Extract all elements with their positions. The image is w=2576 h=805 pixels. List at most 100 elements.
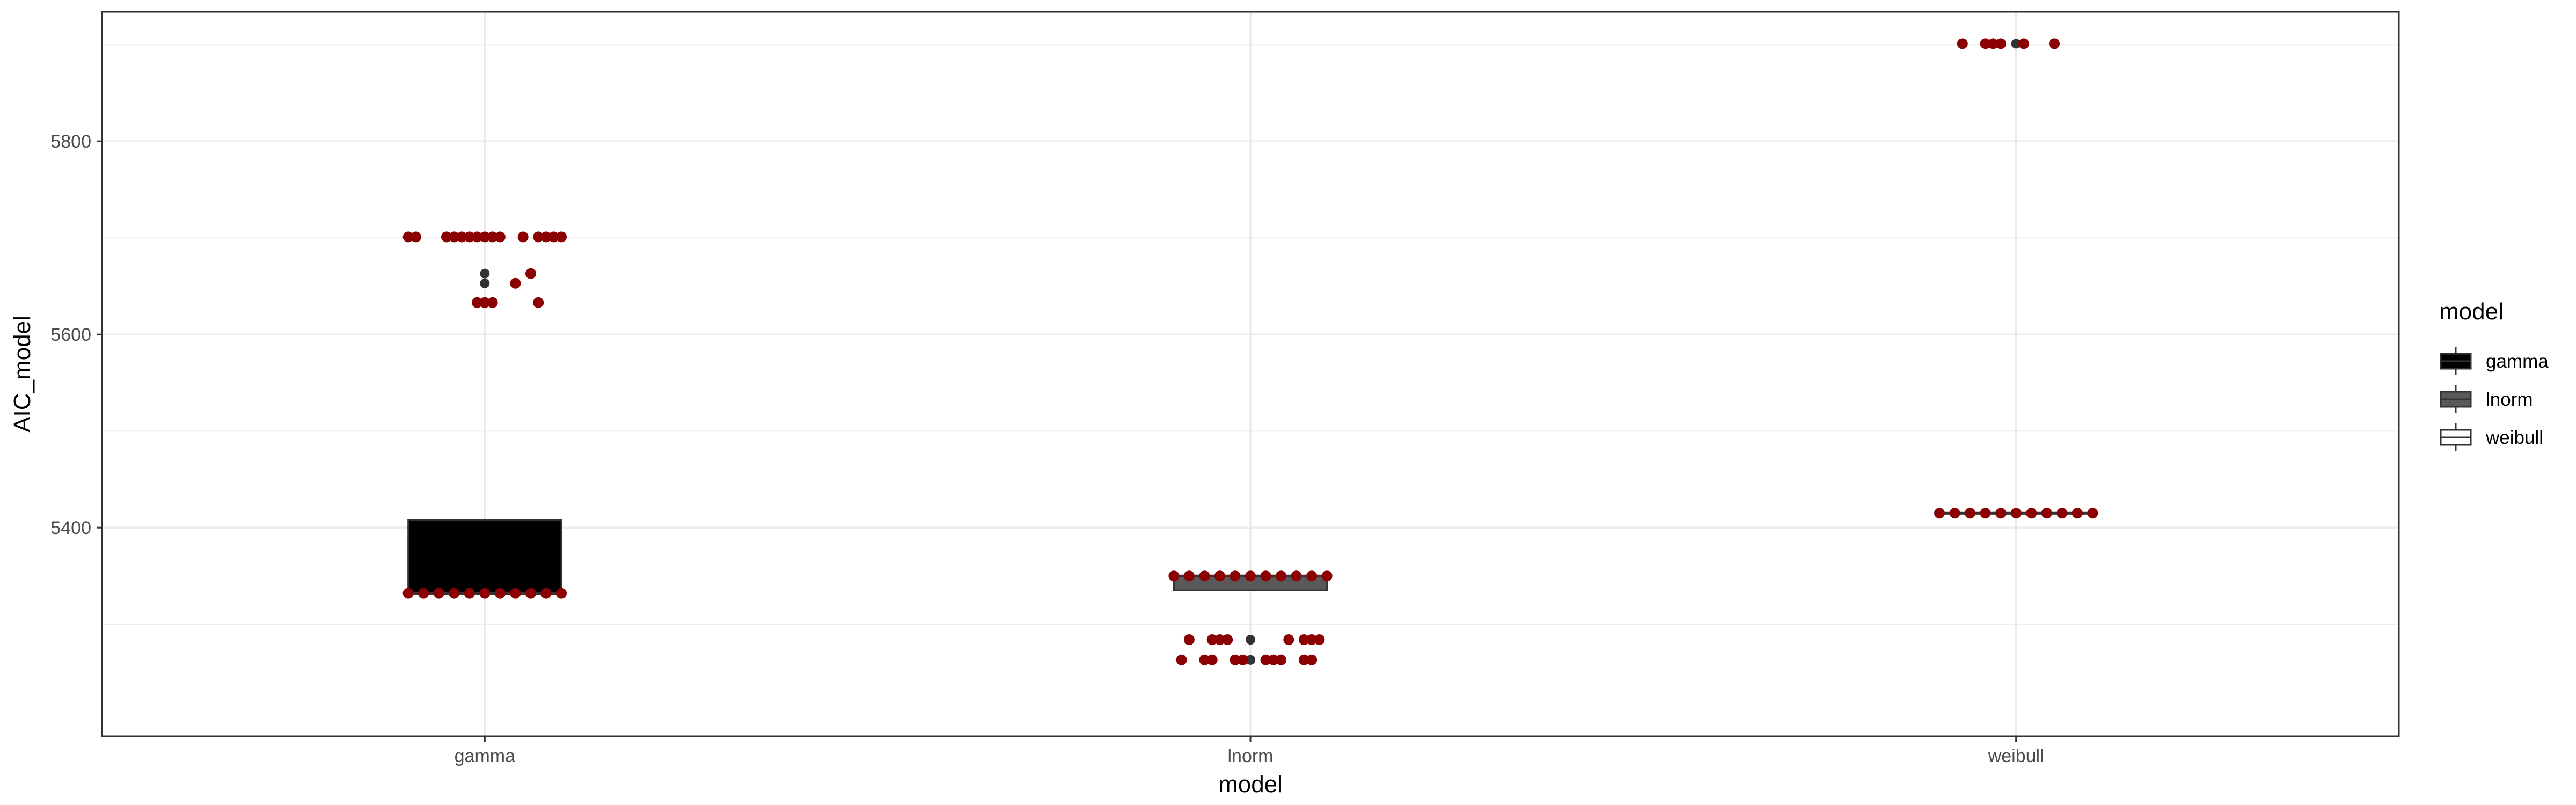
- jitter-point: [548, 231, 559, 243]
- jitter-point: [2057, 508, 2068, 519]
- jitter-point: [1206, 634, 1218, 645]
- jitter-point: [1237, 654, 1248, 665]
- jitter-point: [1934, 508, 1945, 519]
- outlier-point: [1246, 635, 1255, 645]
- jitter-point: [2087, 508, 2098, 519]
- jitter-point: [464, 588, 475, 599]
- box-lnorm: [1173, 575, 1328, 591]
- jitter-point: [525, 588, 536, 599]
- jitter-point: [1314, 634, 1325, 645]
- jitter-point: [479, 297, 491, 308]
- jitter-point: [479, 588, 491, 599]
- jitter-point: [1957, 38, 1968, 49]
- jitter-point: [1283, 634, 1294, 645]
- jitter-point: [487, 231, 498, 243]
- jitter-point: [1995, 508, 2007, 519]
- x-tick-label: weibull: [1988, 746, 2044, 766]
- jitter-point: [1980, 38, 1991, 49]
- jitter-point: [1168, 570, 1180, 582]
- jitter-point: [494, 231, 506, 243]
- legend-items: gamma lnorm weibull: [2440, 347, 2549, 451]
- jitter-point: [1987, 38, 1999, 49]
- legend-label: weibull: [2485, 427, 2543, 448]
- jitter-point: [1980, 508, 1991, 519]
- jitter-point: [533, 297, 544, 308]
- jitter-point: [472, 231, 483, 243]
- jitter-point: [1306, 654, 1318, 665]
- x-axis: gamma lnorm weibull: [455, 736, 2044, 766]
- jitter-point: [1298, 634, 1309, 645]
- y-tick-label: 5600: [50, 325, 91, 345]
- legend-item-weibull: weibull: [2440, 423, 2543, 451]
- jitter-point: [449, 231, 460, 243]
- jitter-point: [456, 231, 467, 243]
- jitter-point: [1276, 654, 1287, 665]
- jitter-point: [517, 231, 529, 243]
- jitter-point: [2072, 508, 2083, 519]
- jitter-point: [540, 231, 552, 243]
- jitter-point: [479, 231, 491, 243]
- jitter-point: [410, 231, 421, 243]
- box-gamma: [407, 519, 562, 595]
- x-tick-label: lnorm: [1227, 746, 1273, 766]
- jitter-point: [2010, 508, 2022, 519]
- jitter-point: [402, 588, 414, 599]
- jitter-point: [441, 231, 452, 243]
- legend-label: gamma: [2486, 351, 2549, 372]
- jitter-point: [540, 588, 552, 599]
- jitter-point: [402, 231, 414, 243]
- jitter-point: [510, 588, 521, 599]
- jitter-point: [1183, 570, 1195, 582]
- jitter-point: [449, 588, 460, 599]
- jitter-point: [533, 231, 544, 243]
- outlier-point: [480, 268, 490, 279]
- jitter-point: [556, 231, 567, 243]
- outlier-point: [2011, 39, 2021, 49]
- jitter-point: [487, 297, 498, 308]
- jitter-point: [1276, 570, 1287, 582]
- jitter-point: [510, 277, 521, 289]
- jitter-point: [1321, 570, 1333, 582]
- jitter-point: [1268, 654, 1279, 665]
- legend-item-gamma: gamma: [2440, 347, 2549, 375]
- legend-label: lnorm: [2486, 389, 2533, 410]
- jitter-point: [1222, 634, 1233, 645]
- jitter-point: [1230, 570, 1241, 582]
- jitter-point: [1230, 654, 1241, 665]
- jitter-point: [494, 588, 506, 599]
- jitter-point: [1291, 570, 1302, 582]
- jitter-point: [1306, 570, 1318, 582]
- jitter-point: [1260, 570, 1271, 582]
- y-axis: 5400 5600 5800: [50, 131, 102, 538]
- jitter-point: [1965, 508, 1976, 519]
- jitter-points: [402, 38, 2098, 665]
- jitter-point: [464, 231, 475, 243]
- jitter-point: [1199, 570, 1210, 582]
- jitter-point: [1206, 654, 1218, 665]
- jitter-point: [1995, 38, 2007, 49]
- jitter-point: [1183, 634, 1195, 645]
- jitter-point: [1214, 570, 1225, 582]
- x-axis-title: model: [1218, 771, 1283, 797]
- jitter-point: [1298, 654, 1309, 665]
- jitter-point: [2018, 38, 2029, 49]
- outlier-point: [480, 278, 490, 288]
- jitter-point: [556, 588, 567, 599]
- legend-item-lnorm: lnorm: [2440, 385, 2533, 413]
- jitter-point: [2026, 508, 2037, 519]
- jitter-point: [1176, 654, 1187, 665]
- plot-panel: [101, 11, 2400, 737]
- jitter-point: [1306, 634, 1318, 645]
- x-tick-label: gamma: [455, 746, 515, 766]
- jitter-point: [2049, 38, 2060, 49]
- jitter-point: [1245, 570, 1256, 582]
- y-axis-title: AIC_model: [9, 316, 35, 433]
- jitter-point: [2041, 508, 2052, 519]
- legend-title: model: [2439, 298, 2504, 325]
- jitter-point: [472, 297, 483, 308]
- jitter-point: [1199, 654, 1210, 665]
- y-tick-label: 5400: [50, 518, 91, 538]
- jitter-point: [418, 588, 429, 599]
- boxplot-gamma: [407, 519, 562, 595]
